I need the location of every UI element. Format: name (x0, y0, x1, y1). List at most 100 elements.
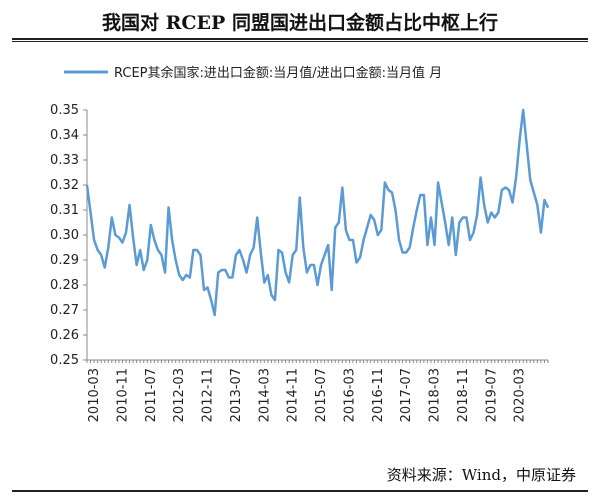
data-point (249, 254, 251, 256)
data-point (306, 271, 308, 274)
x-tick-label: 2014-03 (257, 368, 272, 422)
data-point (402, 251, 404, 254)
data-point (451, 216, 453, 219)
data-point (160, 254, 163, 256)
data-point (128, 204, 131, 206)
data-point (192, 249, 194, 251)
data-point (338, 221, 340, 224)
data-point (281, 251, 283, 254)
data-point (380, 229, 382, 231)
x-tick-label: 2018-11 (456, 368, 471, 422)
y-tick-label: 0.29 (50, 253, 79, 268)
data-point (89, 211, 92, 214)
x-tick-label: 2020-03 (513, 368, 528, 422)
data-point (323, 254, 326, 256)
data-point (366, 226, 368, 229)
x-tick-label: 2011-07 (144, 368, 159, 422)
x-ticks: 2010-03 2010-11 2011-07 2012-03 2012-11 2013-… (86, 360, 549, 422)
y-tick-label: 0.33 (50, 153, 79, 168)
data-point (416, 209, 418, 211)
data-point (444, 221, 446, 224)
data-point (86, 184, 88, 186)
x-tick-label: 2018-03 (428, 368, 443, 422)
data-point (423, 194, 425, 196)
data-point (221, 269, 223, 271)
data-point (185, 274, 187, 276)
data-point (206, 286, 209, 289)
data-point (501, 189, 503, 191)
data-point (150, 224, 152, 226)
data-point (511, 201, 514, 204)
data-point (437, 181, 439, 184)
data-point (267, 274, 269, 276)
data-point (235, 254, 237, 256)
data-point (153, 239, 155, 241)
data-point (175, 259, 177, 261)
data-point (458, 221, 460, 224)
data-point (472, 231, 475, 234)
data-point (487, 221, 489, 224)
data-point (299, 196, 301, 199)
data-point (313, 264, 315, 266)
data-point (455, 254, 457, 256)
data-point (270, 294, 272, 296)
data-point (519, 139, 521, 141)
data-point (391, 191, 393, 194)
data-point (327, 244, 329, 246)
data-point (384, 181, 386, 184)
data-point (433, 244, 436, 246)
data-point (132, 236, 134, 239)
data-point (331, 289, 333, 291)
data-point (341, 186, 343, 189)
y-tick-label: 0.25 (50, 353, 79, 368)
data-point (543, 199, 546, 201)
y-tick-label: 0.34 (50, 128, 79, 143)
data-point (398, 239, 400, 241)
data-point (210, 299, 212, 301)
series-line (85, 108, 550, 317)
data-point (373, 219, 375, 221)
data-point (114, 234, 116, 236)
data-point (284, 271, 287, 274)
legend-label: RCEP其余国家:进出口金额:当月值/进出口金额:当月值 月 (114, 65, 442, 81)
data-point (118, 236, 120, 239)
plot-area (85, 108, 550, 317)
data-point (274, 299, 276, 301)
y-tick-label: 0.32 (50, 178, 79, 193)
data-point (426, 244, 429, 246)
axes: 0.25 0.26 0.27 0.28 0.29 0.30 0.31 0.32 0.33 0.34… (50, 103, 549, 422)
data-point (111, 216, 113, 219)
data-point (533, 191, 535, 194)
data-point (263, 281, 265, 284)
data-point (256, 216, 258, 219)
data-point (199, 254, 202, 256)
data-point (363, 239, 365, 241)
y-tick-label: 0.26 (50, 328, 79, 343)
data-point (430, 216, 432, 219)
data-point (497, 211, 499, 214)
x-tick-label: 2012-03 (172, 368, 187, 422)
data-point (214, 314, 216, 316)
data-point (104, 266, 106, 269)
bottom-rule (12, 490, 588, 492)
data-point (320, 264, 322, 266)
y-tick-label: 0.27 (50, 303, 79, 318)
data-point (490, 211, 492, 214)
data-point (231, 276, 233, 279)
data-point (189, 276, 191, 279)
data-point (292, 254, 294, 256)
data-point (228, 276, 230, 279)
data-point (146, 259, 148, 261)
data-point (469, 239, 471, 241)
data-point (224, 269, 226, 271)
data-point (409, 246, 411, 249)
x-tick-label: 2016-03 (342, 368, 357, 422)
data-point (182, 279, 184, 281)
title-rule (12, 38, 588, 40)
data-point (547, 206, 549, 209)
y-tick-label: 0.35 (50, 103, 79, 118)
data-point (260, 251, 262, 254)
data-point (448, 244, 450, 246)
